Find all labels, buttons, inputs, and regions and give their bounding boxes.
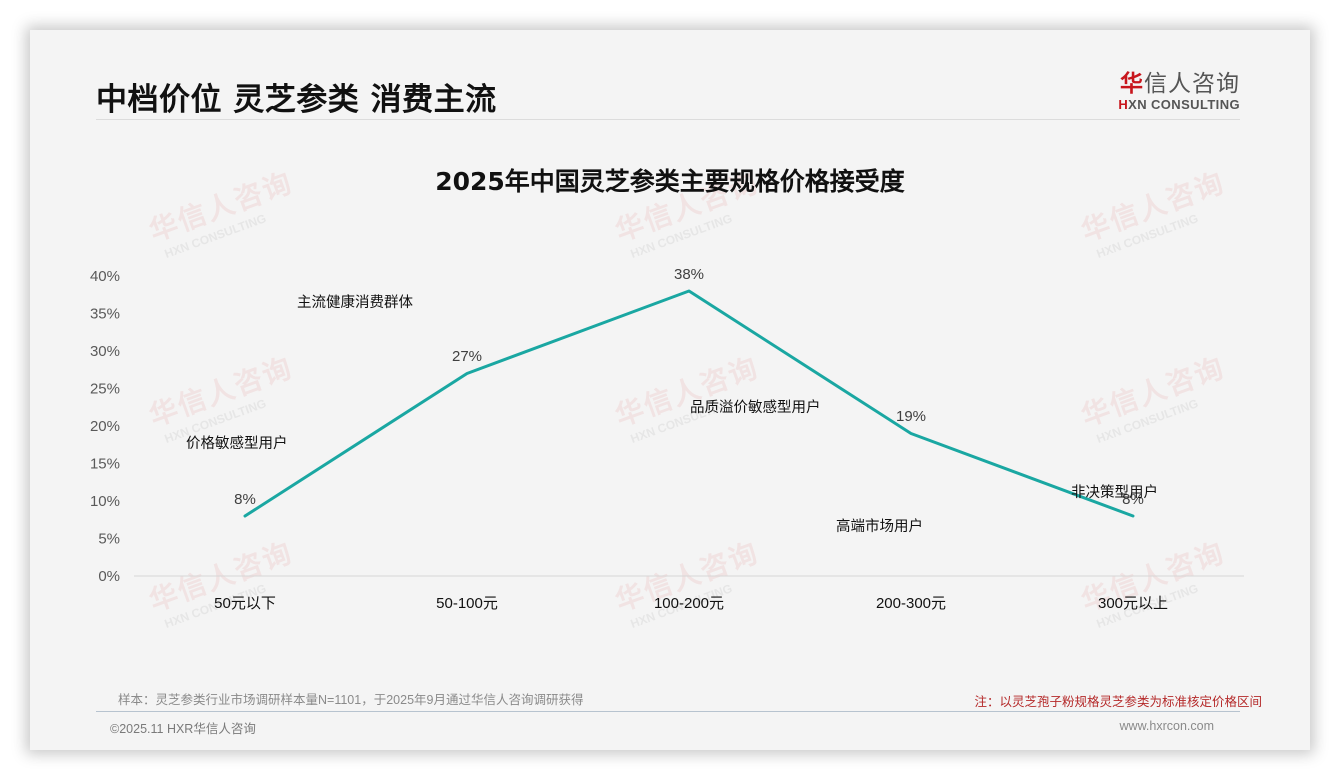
x-tick: 200-300元 xyxy=(876,595,946,612)
page-title: 中档价位 灵芝参类 消费主流 xyxy=(96,82,497,118)
title-divider xyxy=(96,119,1240,120)
logo-en-text: XN CONSULTING xyxy=(1128,97,1240,112)
logo-en-red: H xyxy=(1118,97,1129,112)
y-tick: 20% xyxy=(90,418,120,435)
y-tick: 5% xyxy=(98,531,120,548)
y-tick: 0% xyxy=(98,568,120,585)
data-label: 8% xyxy=(1122,491,1144,508)
chart-title: 2025年中国灵芝参类主要规格价格接受度 xyxy=(435,167,905,196)
data-label: 8% xyxy=(234,491,256,508)
annotation-label: 高端市场用户 xyxy=(836,518,923,535)
brand-logo: 华信人咨询 HXN CONSULTING xyxy=(1110,64,1240,112)
y-tick: 30% xyxy=(90,343,120,360)
x-tick: 100-200元 xyxy=(654,595,724,612)
annotations: 价格敏感型用户 主流健康消费群体 品质溢价敏感型用户 高端市场用户 非决策型用户 xyxy=(186,294,1158,535)
y-tick: 25% xyxy=(90,381,120,398)
y-tick: 10% xyxy=(90,493,120,510)
y-tick: 40% xyxy=(90,268,120,285)
y-tick: 35% xyxy=(90,306,120,323)
data-label: 27% xyxy=(452,348,482,365)
annotation-label: 品质溢价敏感型用户 xyxy=(690,399,821,416)
footer-divider xyxy=(96,711,1240,712)
y-axis: 0% 5% 10% 15% 20% 25% 30% 35% 40% xyxy=(90,268,120,585)
logo-cn-red: 华 xyxy=(1120,71,1144,97)
x-tick: 300元以上 xyxy=(1098,595,1168,612)
logo-cn-text: 信人咨询 xyxy=(1144,71,1240,97)
line-chart: 0% 5% 10% 15% 20% 25% 30% 35% 40% 8% 27%… xyxy=(90,266,1244,612)
slide: 华信人咨询 HXN CONSULTING 华信人咨询 HXN CONSULTING … xyxy=(30,30,1310,750)
annotation-label: 价格敏感型用户 xyxy=(186,435,288,452)
y-tick: 15% xyxy=(90,456,120,473)
copyright: ©2025.11 HXR华信人咨询 xyxy=(110,722,256,736)
sample-note: 样本：灵芝参类行业市场调研样本量N=1101，于2025年9月通过华信人咨询调研… xyxy=(118,693,584,707)
data-labels: 8% 27% 38% 19% 8% xyxy=(234,266,1144,508)
x-tick: 50元以下 xyxy=(214,595,276,612)
price-note: 注：以灵芝孢子粉规格灵芝参类为标准核定价格区间 xyxy=(974,695,1262,709)
series-line xyxy=(243,289,1135,518)
annotation-label: 主流健康消费群体 xyxy=(297,294,413,311)
annotation-label: 非决策型用户 xyxy=(1071,484,1158,501)
data-label: 19% xyxy=(896,408,926,425)
data-label: 38% xyxy=(674,266,704,283)
x-tick: 50-100元 xyxy=(436,595,498,612)
x-axis: 50元以下 50-100元 100-200元 200-300元 300元以上 xyxy=(214,595,1168,612)
website-link[interactable]: www.hxrcon.com xyxy=(1119,719,1214,733)
